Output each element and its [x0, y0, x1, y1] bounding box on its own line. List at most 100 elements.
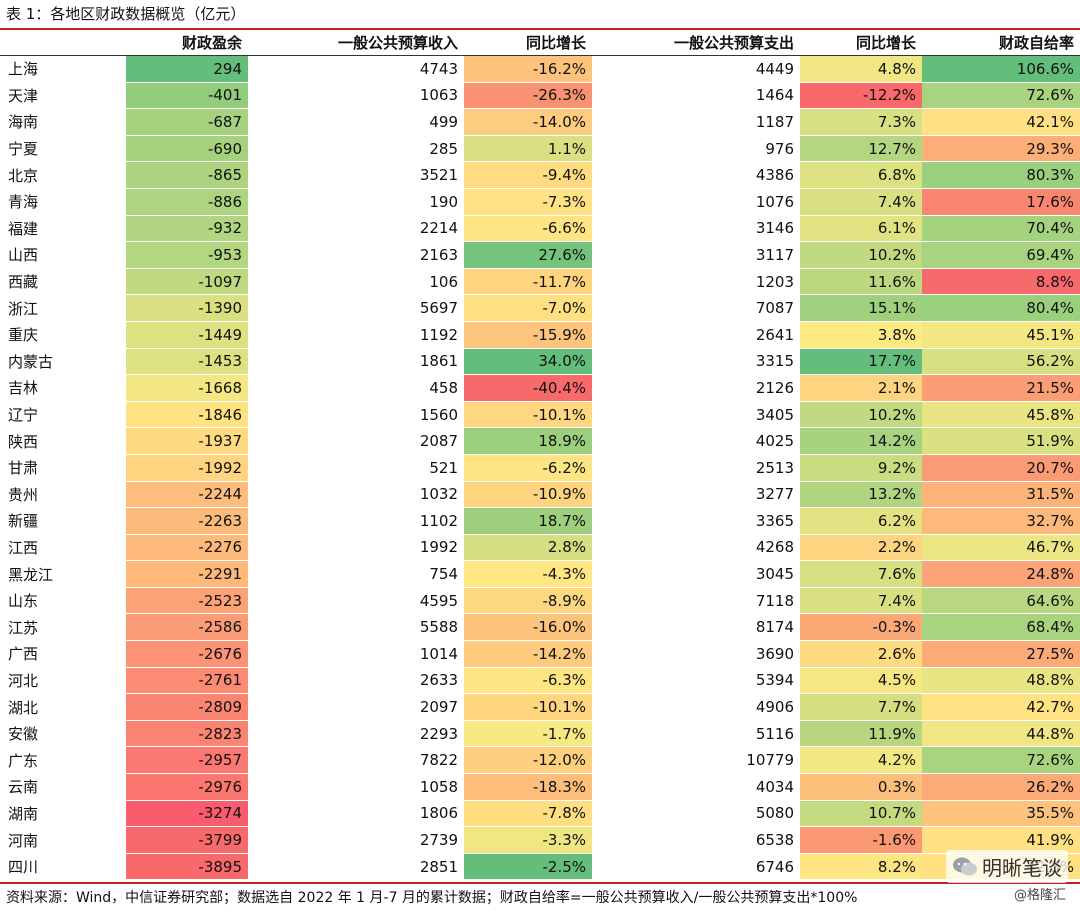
- cell-revenue-growth: -12.0%: [464, 747, 592, 775]
- cell-self-sufficiency: 44.8%: [922, 720, 1080, 748]
- cell-expenditure: 1187: [592, 109, 800, 136]
- table-row: 北京 -865 3521 -9.4% 4386 6.8% 80.3%: [0, 162, 1080, 189]
- cell-region: 海南: [0, 109, 126, 136]
- cell-self-sufficiency: 21.5%: [922, 375, 1080, 402]
- cell-surplus: -1937: [126, 428, 248, 455]
- table-row: 广东 -2957 7822 -12.0% 10779 4.2% 72.6%: [0, 747, 1080, 775]
- cell-surplus: -2823: [126, 720, 248, 748]
- cell-revenue-growth: -6.6%: [464, 215, 592, 243]
- cell-expenditure: 2513: [592, 454, 800, 482]
- cell-region: 重庆: [0, 322, 126, 349]
- table-row: 河南 -3799 2739 -3.3% 6538 -1.6% 41.9%: [0, 827, 1080, 854]
- cell-revenue: 2163: [248, 242, 464, 269]
- cell-revenue-growth: -9.4%: [464, 162, 592, 189]
- cell-revenue-growth: -7.3%: [464, 188, 592, 216]
- cell-revenue: 5588: [248, 614, 464, 642]
- cell-expenditure-growth: 10.7%: [800, 800, 922, 828]
- cell-self-sufficiency: 26.2%: [922, 774, 1080, 801]
- cell-surplus: -690: [126, 135, 248, 163]
- cell-region: 贵州: [0, 482, 126, 509]
- cell-revenue-growth: -18.3%: [464, 774, 592, 801]
- cell-expenditure: 2641: [592, 321, 800, 349]
- cell-expenditure-growth: 2.1%: [800, 375, 922, 402]
- cell-revenue: 1192: [248, 321, 464, 349]
- cell-expenditure: 3315: [592, 348, 800, 376]
- cell-revenue: 754: [248, 561, 464, 588]
- table-row: 上海 294 4743 -16.2% 4449 4.8% 106.6%: [0, 56, 1080, 83]
- cell-self-sufficiency: 29.3%: [922, 135, 1080, 163]
- cell-revenue-growth: -10.9%: [464, 481, 592, 509]
- cell-expenditure: 3117: [592, 242, 800, 269]
- cell-expenditure-growth: 9.2%: [800, 454, 922, 482]
- cell-expenditure: 1203: [592, 268, 800, 296]
- header-region: [0, 30, 126, 56]
- cell-surplus: -2523: [126, 587, 248, 615]
- cell-revenue: 1102: [248, 508, 464, 535]
- cell-expenditure: 4906: [592, 694, 800, 721]
- cell-self-sufficiency: 35.5%: [922, 800, 1080, 828]
- cell-revenue: 1560: [248, 401, 464, 429]
- cell-expenditure: 3045: [592, 561, 800, 588]
- cell-self-sufficiency: 70.4%: [922, 215, 1080, 243]
- cell-revenue: 5697: [248, 295, 464, 322]
- cell-expenditure: 3365: [592, 508, 800, 535]
- cell-region: 宁夏: [0, 136, 126, 163]
- cell-self-sufficiency: 51.9%: [922, 428, 1080, 455]
- cell-expenditure-growth: 14.2%: [800, 428, 922, 455]
- cell-expenditure: 7087: [592, 295, 800, 322]
- cell-expenditure: 5394: [592, 667, 800, 695]
- cell-self-sufficiency: 45.8%: [922, 401, 1080, 429]
- cell-revenue-growth: -11.7%: [464, 268, 592, 296]
- cell-surplus: 294: [126, 56, 248, 83]
- cell-surplus: -3274: [126, 800, 248, 828]
- cell-revenue: 190: [248, 188, 464, 216]
- table-row: 天津 -401 1063 -26.3% 1464 -12.2% 72.6%: [0, 82, 1080, 110]
- cell-expenditure: 5116: [592, 720, 800, 748]
- cell-revenue-growth: -40.4%: [464, 375, 592, 402]
- cell-region: 陕西: [0, 428, 126, 455]
- cell-region: 四川: [0, 854, 126, 881]
- cell-surplus: -2586: [126, 614, 248, 642]
- cell-surplus: -3895: [126, 853, 248, 881]
- table-title: 表 1：各地区财政数据概览（亿元）: [6, 5, 246, 23]
- cell-revenue: 7822: [248, 747, 464, 775]
- cell-expenditure: 6538: [592, 827, 800, 854]
- cell-region: 湖南: [0, 801, 126, 828]
- table-row: 贵州 -2244 1032 -10.9% 3277 13.2% 31.5%: [0, 481, 1080, 509]
- cell-region: 新疆: [0, 508, 126, 535]
- cell-expenditure: 10779: [592, 747, 800, 775]
- table-row: 青海 -886 190 -7.3% 1076 7.4% 17.6%: [0, 188, 1080, 216]
- table-row: 云南 -2976 1058 -18.3% 4034 0.3% 26.2%: [0, 774, 1080, 801]
- cell-expenditure-growth: -12.2%: [800, 82, 922, 110]
- watermark-logo: 明晰笔谈: [946, 850, 1068, 883]
- cell-revenue: 2097: [248, 694, 464, 721]
- top-rule: [0, 28, 1080, 30]
- cell-revenue-growth: -14.2%: [464, 641, 592, 668]
- cell-expenditure-growth: 13.2%: [800, 481, 922, 509]
- cell-revenue-growth: -2.5%: [464, 853, 592, 881]
- cell-revenue-growth: -1.7%: [464, 720, 592, 748]
- cell-expenditure: 6746: [592, 853, 800, 881]
- cell-revenue: 2214: [248, 215, 464, 243]
- header-expenditure: 一般公共预算支出: [592, 30, 800, 56]
- table-row: 西藏 -1097 106 -11.7% 1203 11.6% 8.8%: [0, 268, 1080, 296]
- table-row: 黑龙江 -2291 754 -4.3% 3045 7.6% 24.8%: [0, 561, 1080, 588]
- cell-region: 甘肃: [0, 455, 126, 482]
- cell-region: 广西: [0, 641, 126, 668]
- cell-region: 内蒙古: [0, 349, 126, 376]
- cell-revenue-growth: 18.7%: [464, 508, 592, 535]
- cell-revenue-growth: -3.3%: [464, 827, 592, 854]
- cell-self-sufficiency: 20.7%: [922, 454, 1080, 482]
- cell-self-sufficiency: 45.1%: [922, 321, 1080, 349]
- cell-expenditure: 4025: [592, 428, 800, 455]
- cell-surplus: -886: [126, 188, 248, 216]
- cell-expenditure: 8174: [592, 614, 800, 642]
- cell-region: 青海: [0, 189, 126, 216]
- cell-revenue-growth: -16.2%: [464, 56, 592, 83]
- cell-revenue-growth: 2.8%: [464, 534, 592, 562]
- cell-revenue-growth: -6.2%: [464, 454, 592, 482]
- cell-revenue: 1063: [248, 82, 464, 110]
- cell-region: 上海: [0, 56, 126, 83]
- cell-expenditure: 3405: [592, 401, 800, 429]
- cell-self-sufficiency: 27.5%: [922, 641, 1080, 668]
